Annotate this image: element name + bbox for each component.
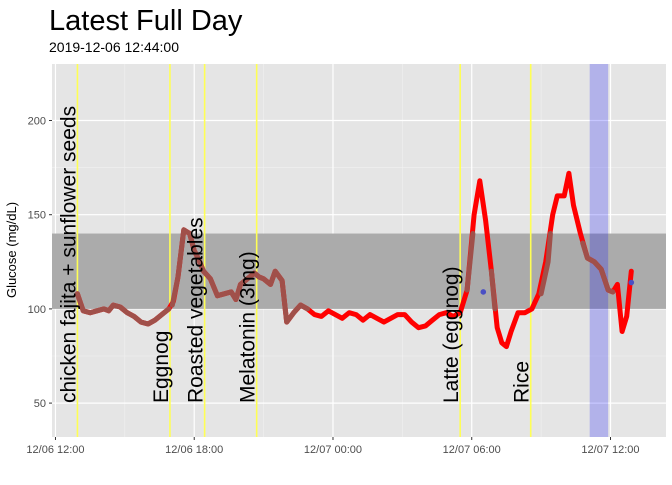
y-tick-label: 150 (28, 210, 46, 222)
highlight-window (589, 64, 609, 437)
y-tick-label: 200 (28, 116, 46, 128)
y-tick-label: 50 (34, 398, 46, 410)
chart-subtitle: 2019-12-06 12:44:00 (49, 39, 179, 55)
glucose-overlay-line (488, 268, 498, 312)
event-label: Melatonin (3mg) (237, 251, 260, 403)
y-axis-label: Glucose (mg/dL) (4, 202, 19, 298)
event-label: Latte (eggnog) (440, 266, 463, 403)
x-tick-label: 12/07 06:00 (443, 444, 501, 456)
glucose-overlay-line (169, 227, 310, 325)
glucose-overlay-line (538, 231, 553, 297)
glucose-overlay-line (74, 291, 172, 327)
chart-title: Latest Full Day (49, 5, 243, 37)
glucose-overlay-line (464, 231, 476, 293)
plot-area: chicken fajita + sunflower seeds Eggnog Ro… (26, 64, 666, 456)
glucose-point (628, 279, 635, 286)
event-label: Roasted vegetables (185, 217, 208, 403)
event-label: chicken fajita + sunflower seeds (57, 106, 80, 403)
target-range-band (52, 233, 666, 309)
x-tick-label: 12/07 12:00 (581, 444, 639, 456)
glucose-overlay-line (580, 240, 616, 295)
x-tick-label: 12/07 00:00 (304, 444, 362, 456)
glucose-point (480, 289, 487, 295)
y-tick-label: 100 (28, 304, 46, 316)
x-tick-label: 12/06 18:00 (165, 444, 223, 456)
event-label: Eggnog (150, 331, 173, 403)
event-label: Rice (511, 361, 534, 403)
x-tick-label: 12/06 12:00 (26, 444, 84, 456)
